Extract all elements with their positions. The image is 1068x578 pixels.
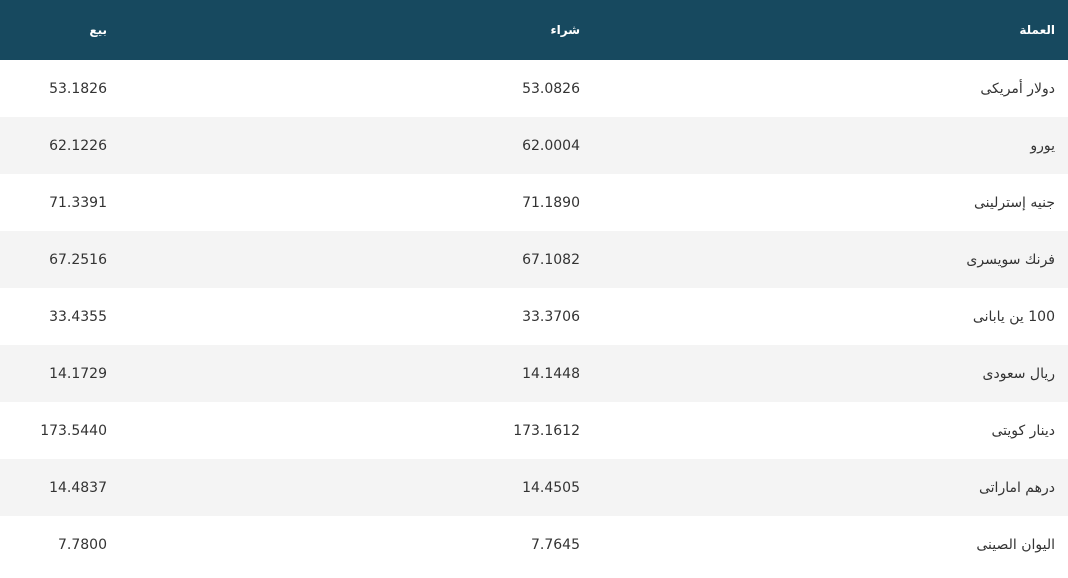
table-row: يورو 62.0004 62.1226	[0, 117, 1068, 174]
header-cell: بيع	[0, 0, 120, 60]
rate-cell: 53.1826	[0, 60, 120, 117]
rate-cell: 53.0826	[120, 60, 593, 117]
table-row: درهم اماراتى 14.4505 14.4837	[0, 459, 1068, 516]
rate-cell: 7.7800	[0, 516, 120, 573]
header-row: العملة شراء بيع	[0, 0, 1068, 60]
rate-cell: 14.1448	[120, 345, 593, 402]
rate-cell: 173.1612	[120, 402, 593, 459]
rate-cell: 14.4505	[120, 459, 593, 516]
currency-name: يورو	[593, 117, 1068, 174]
rate-cell: 173.5440	[0, 402, 120, 459]
currency-name: اليوان الصينى	[593, 516, 1068, 573]
header-cell: شراء	[120, 0, 593, 60]
table-row: 100 ين يابانى 33.3706 33.4355	[0, 288, 1068, 345]
rate-cell: 67.1082	[120, 231, 593, 288]
table-row: ريال سعودى 14.1448 14.1729	[0, 345, 1068, 402]
table-row: دينار كويتى 173.1612 173.5440	[0, 402, 1068, 459]
currency-name: درهم اماراتى	[593, 459, 1068, 516]
table-row: فرنك سويسرى 67.1082 67.2516	[0, 231, 1068, 288]
rate-cell: 14.1729	[0, 345, 120, 402]
currency-name: دولار أمريكى	[593, 60, 1068, 117]
rate-cell: 71.1890	[120, 174, 593, 231]
currency-name: ريال سعودى	[593, 345, 1068, 402]
rate-cell: 67.2516	[0, 231, 120, 288]
rate-cell: 7.7645	[120, 516, 593, 573]
currency-name: فرنك سويسرى	[593, 231, 1068, 288]
table-row: اليوان الصينى 7.7645 7.7800	[0, 516, 1068, 573]
rate-cell: 62.1226	[0, 117, 120, 174]
rate-cell: 33.4355	[0, 288, 120, 345]
table-row: دولار أمريكى 53.0826 53.1826	[0, 60, 1068, 117]
currency-name: دينار كويتى	[593, 402, 1068, 459]
header-cell: العملة	[593, 0, 1068, 60]
currency-name: 100 ين يابانى	[593, 288, 1068, 345]
rate-cell: 62.0004	[120, 117, 593, 174]
rate-cell: 33.3706	[120, 288, 593, 345]
table-row: جنيه إسترلينى 71.1890 71.3391	[0, 174, 1068, 231]
rate-cell: 71.3391	[0, 174, 120, 231]
currency-name: جنيه إسترلينى	[593, 174, 1068, 231]
rate-cell: 14.4837	[0, 459, 120, 516]
